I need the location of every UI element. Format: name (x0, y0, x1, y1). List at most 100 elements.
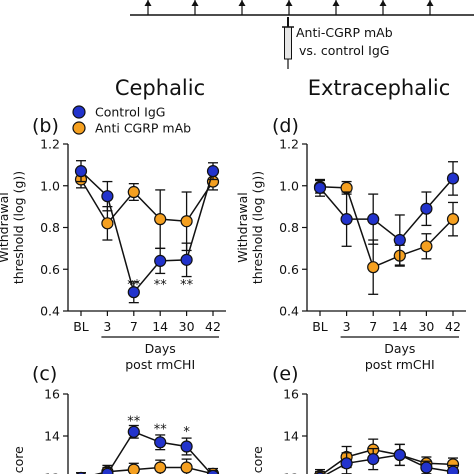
x-tick-label: 3 (103, 319, 111, 334)
x-tick-label: 42 (205, 319, 221, 334)
data-point (154, 461, 167, 474)
y-axis-label-1: Withdrawal (0, 192, 11, 262)
legend-label-anti: Anti CGRP mAb (95, 121, 191, 136)
data-point (420, 202, 433, 215)
data-point (340, 213, 353, 226)
legend-marker-anti (72, 121, 86, 135)
header-extracephalic: Extracephalic (308, 76, 451, 100)
data-point (446, 172, 460, 185)
data-point (154, 213, 167, 226)
significance-marker: ** (180, 278, 194, 293)
legend-marker-control (72, 105, 86, 119)
data-point (127, 463, 140, 474)
y-tick-label: 16 (44, 387, 60, 402)
y-axis-label-1: Withdrawal (235, 192, 250, 262)
y-tick-label: 0.6 (40, 262, 60, 277)
y-tick-label: 1.2 (40, 137, 60, 152)
data-point (101, 217, 114, 230)
panel-label: (c) (32, 363, 57, 385)
series-line (94, 466, 214, 474)
data-point (313, 181, 327, 194)
data-point (367, 261, 380, 274)
data-point (180, 253, 193, 266)
data-point (393, 233, 406, 247)
timeline (130, 0, 474, 69)
data-point (340, 457, 353, 470)
injection-label-2: vs. control IgG (299, 43, 389, 58)
series-control-igg (76, 424, 219, 474)
series-control-igg (74, 160, 220, 304)
series-anti-cgrp (74, 170, 220, 252)
y-tick-label: 14 (283, 429, 299, 444)
chart-panel-d: (d) 0.4 0.6 0.8 1.0 1.2 Withdrawal threshold (l… (235, 115, 466, 372)
x-tick-label: 30 (179, 319, 195, 334)
data-point (207, 469, 219, 474)
x-tick-label: 42 (445, 319, 461, 334)
y-axis-label-2: threshold (log (g)) (11, 171, 26, 284)
series-anti-cgrp (76, 458, 220, 474)
timeline-arrow-head (144, 0, 152, 6)
x-tick-label: 14 (152, 319, 168, 334)
x-tick-label: 7 (369, 319, 377, 334)
series-control-igg (315, 443, 460, 474)
y-axis-label-2: threshold (log (g)) (250, 171, 265, 284)
significance-marker: * (183, 425, 190, 440)
y-tick-label: 0.8 (40, 220, 60, 235)
data-point (367, 213, 380, 226)
data-point (393, 448, 406, 461)
series-line (80, 179, 214, 225)
legend-label-control: Control IgG (95, 105, 165, 120)
data-point (154, 436, 167, 449)
x-tick-label: 30 (418, 319, 434, 334)
timeline-arrow-head (191, 0, 199, 6)
x-tick-label: BL (73, 319, 89, 334)
timeline-arrow-head (332, 0, 340, 6)
x-tick-label: 14 (392, 319, 408, 334)
timeline-arrow-head (379, 0, 387, 6)
data-point (101, 467, 114, 474)
data-point (420, 461, 433, 474)
header-cephalic: Cephalic (115, 76, 205, 100)
data-point (74, 165, 88, 178)
data-point (367, 453, 380, 466)
x-axis-label-2: post rmCHI (125, 357, 195, 372)
data-point (446, 213, 460, 226)
timeline-arrow-head (426, 0, 434, 6)
y-axis-label-1: score (250, 446, 265, 474)
x-tick-label: 3 (343, 319, 351, 334)
series-line (321, 448, 454, 474)
panel-label: (d) (272, 115, 299, 137)
data-point (180, 461, 193, 474)
syringe-icon (284, 26, 292, 60)
data-point (446, 465, 460, 474)
injection-label-1: Anti-CGRP mAb (296, 25, 393, 40)
significance-marker: ** (127, 278, 141, 293)
x-axis-label-1: Days (145, 341, 176, 356)
series-line (319, 177, 454, 242)
data-point (180, 440, 193, 453)
x-axis-label-1: Days (384, 341, 415, 356)
x-tick-label: 7 (130, 319, 138, 334)
y-tick-label: 1.2 (279, 137, 299, 152)
data-point (420, 240, 433, 253)
series-line (101, 430, 213, 474)
y-tick-label: 12 (44, 471, 60, 474)
y-tick-label: 0.6 (279, 262, 299, 277)
data-point (101, 190, 114, 203)
panel-label: (e) (272, 363, 299, 385)
y-tick-label: 1.0 (40, 178, 60, 193)
y-tick-label: 0.4 (40, 304, 60, 319)
x-tick-label: BL (312, 319, 328, 334)
y-tick-label: 14 (44, 429, 60, 444)
chart-panel-c: (c)121416score***** (11, 363, 220, 474)
data-point (154, 254, 167, 267)
y-tick-label: 12 (283, 471, 299, 474)
significance-marker: ** (154, 278, 168, 293)
y-axis-label-1: score (11, 446, 26, 474)
chart-panel-b: (b) 0.4 0.6 0.8 1.0 1.2 Withdrawal threshold (l… (0, 115, 226, 372)
series-control-igg (313, 161, 460, 266)
data-point (206, 165, 220, 178)
legend: Control IgG Anti CGRP mAb (72, 105, 191, 136)
